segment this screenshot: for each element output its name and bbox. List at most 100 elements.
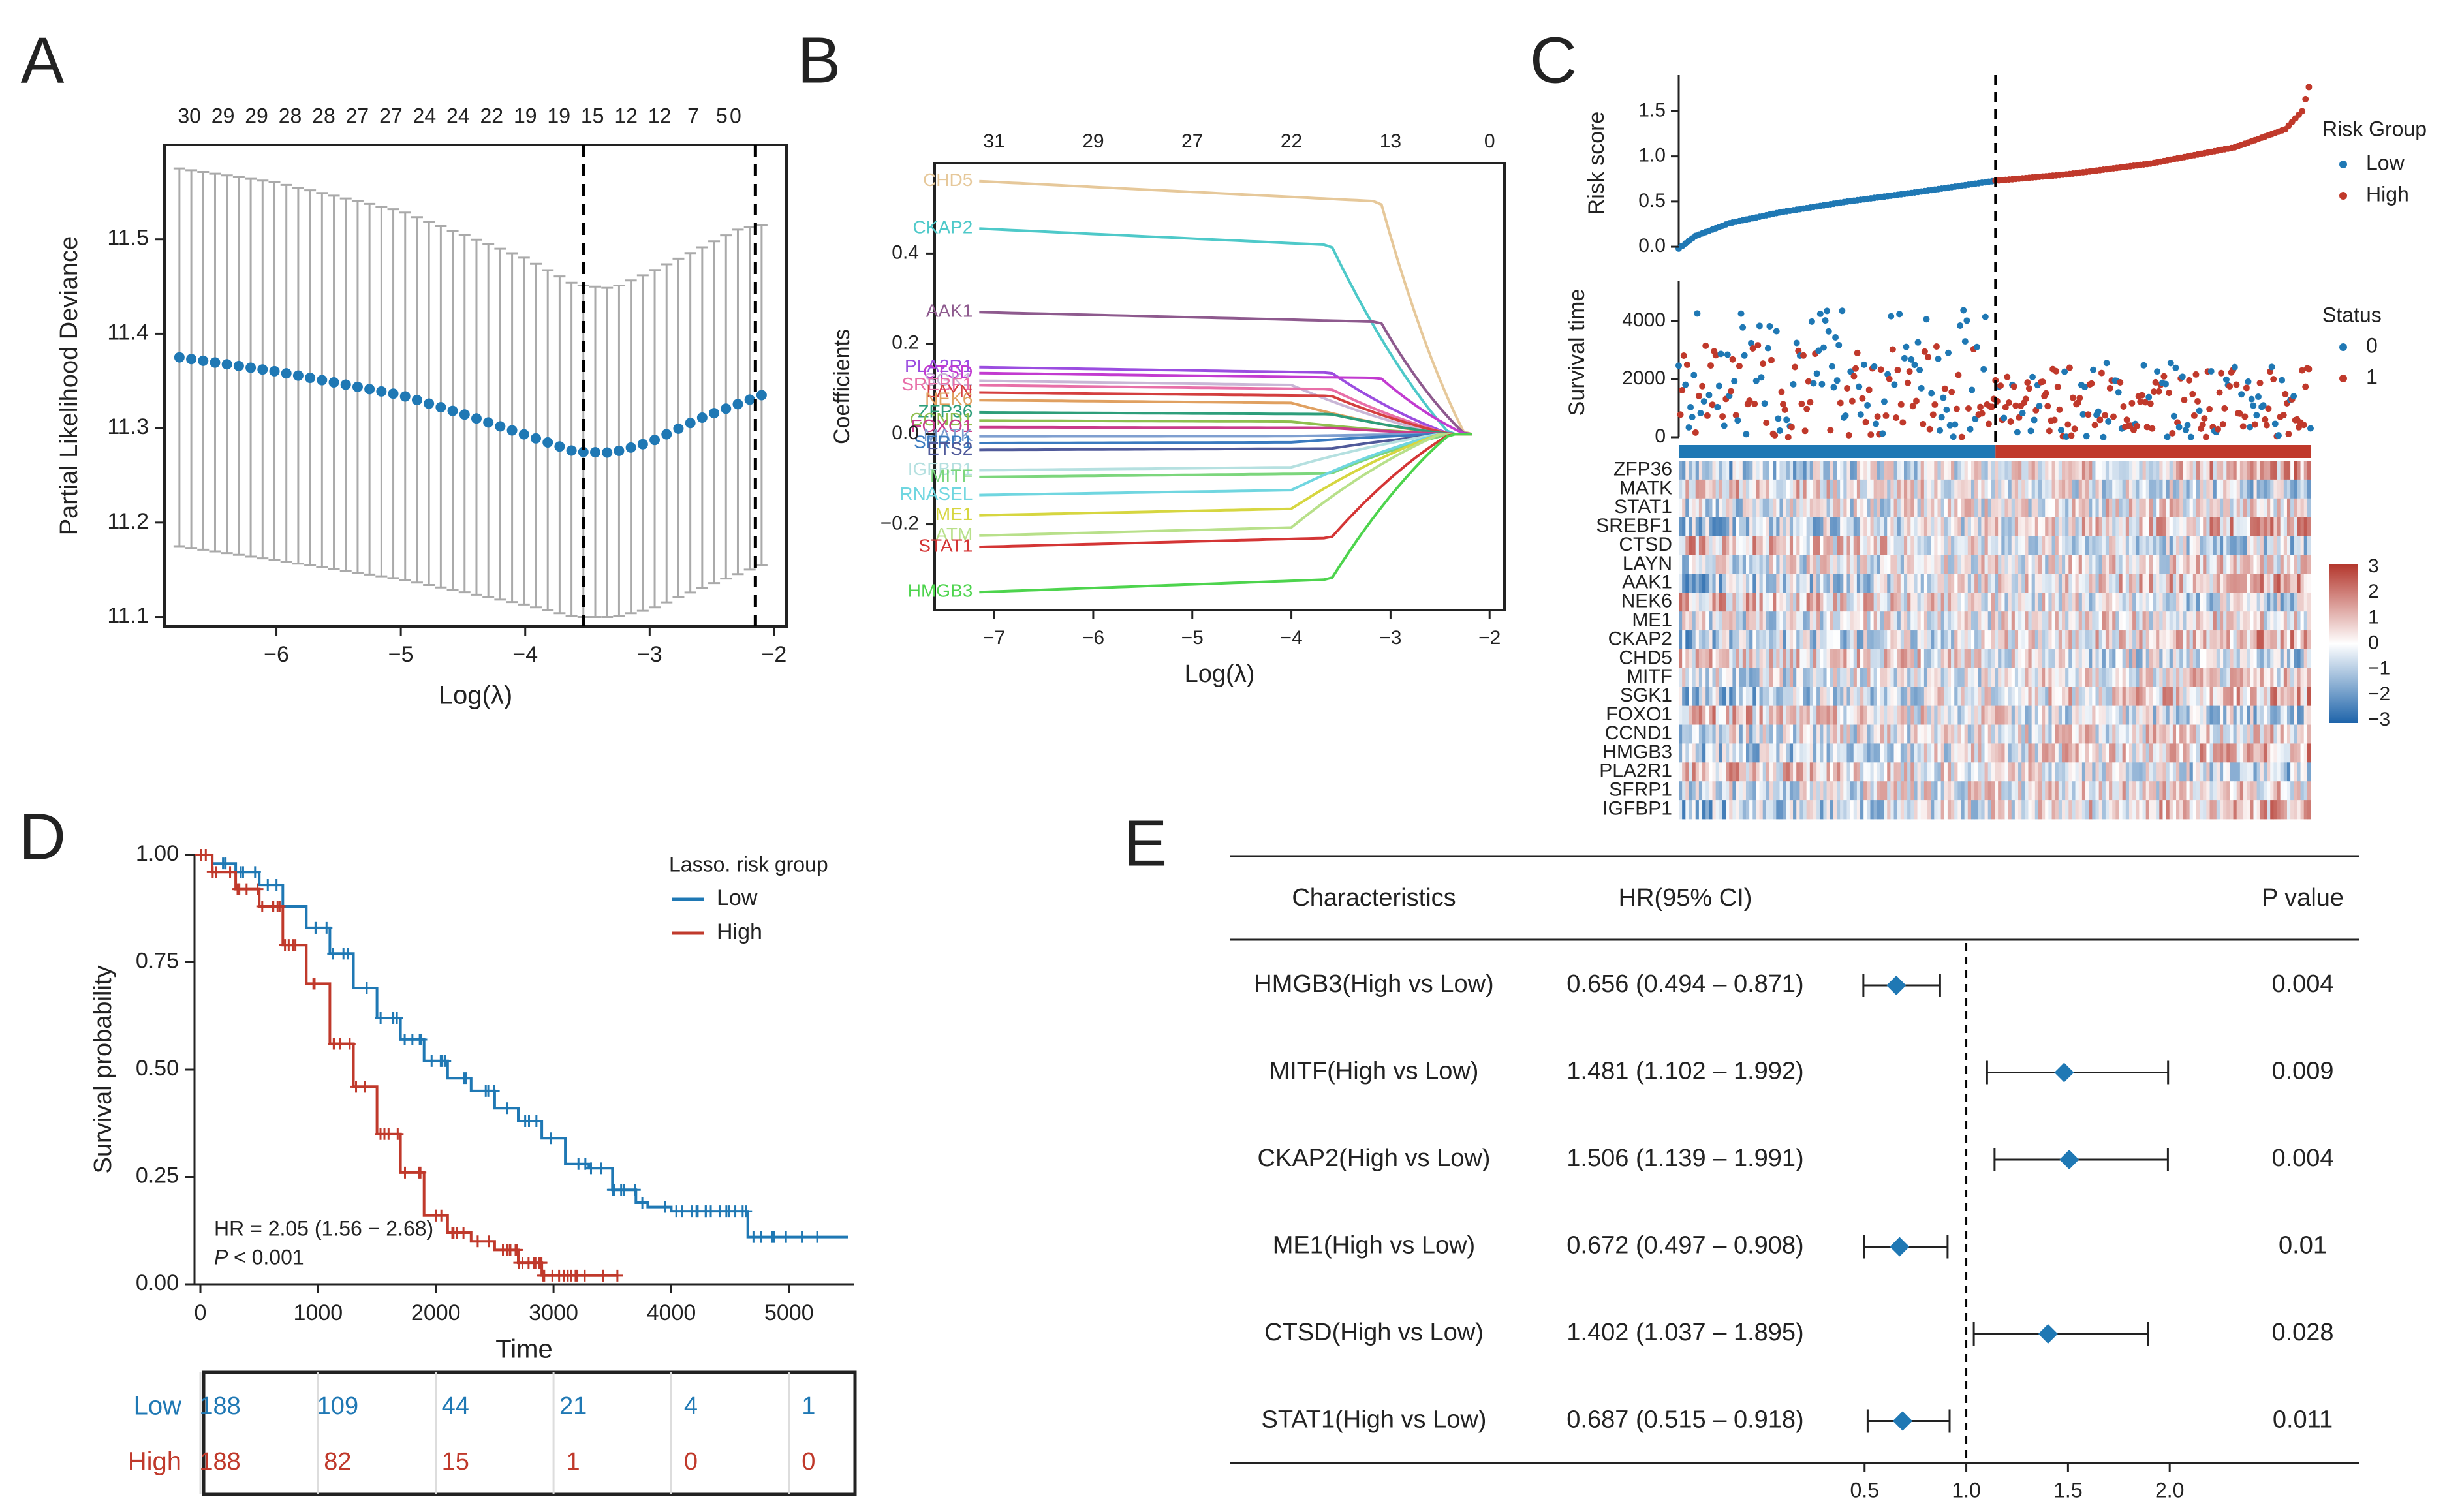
heatmap-cell bbox=[1900, 461, 1905, 480]
surv-point bbox=[2022, 395, 2029, 403]
coef-path-ckap2 bbox=[979, 227, 1472, 436]
heatmap-cell bbox=[2294, 781, 2298, 801]
heatmap-cell bbox=[2081, 479, 2086, 499]
heatmap-cell bbox=[2014, 743, 2019, 763]
heatmap-cell bbox=[1923, 687, 1928, 707]
heatmap-cell bbox=[2011, 668, 2016, 688]
heatmap-cell bbox=[2153, 574, 2157, 593]
top-tick-label: 27 bbox=[346, 104, 369, 127]
heatmap-cell bbox=[1803, 517, 1807, 536]
heatmap-cell bbox=[1769, 593, 1773, 612]
heatmap-cell bbox=[2078, 593, 2083, 612]
heatmap-cell bbox=[2098, 724, 2103, 744]
heatmap-cell bbox=[1964, 498, 1969, 518]
cv-point bbox=[424, 398, 435, 409]
heatmap-cell bbox=[2270, 498, 2274, 518]
surv-point bbox=[1862, 418, 1869, 425]
censor-mark bbox=[504, 1244, 516, 1256]
heatmap-cell bbox=[2253, 574, 2258, 593]
heatmap-cell bbox=[2196, 611, 2200, 631]
heatmap-cell bbox=[2256, 724, 2261, 744]
heatmap-cell bbox=[1967, 724, 1972, 744]
heatmap-cell bbox=[1846, 517, 1851, 536]
heatmap-cell bbox=[1853, 687, 1858, 707]
heatmap-cell bbox=[1991, 611, 1995, 631]
heatmap-cell bbox=[1709, 687, 1713, 707]
heatmap-cell bbox=[1709, 649, 1713, 669]
heatmap-cell bbox=[1679, 461, 1683, 480]
heatmap-cell bbox=[2213, 517, 2217, 536]
heatmap-cell bbox=[1893, 687, 1898, 707]
heatmap-cell bbox=[2156, 461, 2160, 480]
heatmap-cell bbox=[1914, 479, 1918, 499]
heatmap-cell bbox=[2078, 687, 2083, 707]
heatmap-cell bbox=[1978, 555, 1982, 574]
censor-mark bbox=[266, 900, 279, 912]
heatmap-cell bbox=[1726, 668, 1730, 688]
heatmap-cell bbox=[2189, 724, 2194, 744]
heatmap-cell bbox=[2233, 555, 2237, 574]
heatmap-cell bbox=[1709, 593, 1713, 612]
heatmap-cell bbox=[1843, 574, 1848, 593]
heatmap-cell bbox=[2048, 536, 2053, 555]
heatmap-cell bbox=[1799, 630, 1804, 650]
heatmap-cell bbox=[1756, 593, 1760, 612]
heatmap-cell bbox=[1856, 536, 1861, 555]
heatmap-cell bbox=[1749, 687, 1753, 707]
coef-path-layn bbox=[979, 391, 1472, 436]
heatmap-cell bbox=[2034, 574, 2039, 593]
heatmap-cell bbox=[1698, 762, 1703, 782]
heatmap-cell bbox=[1813, 781, 1817, 801]
heatmap-cell bbox=[1776, 517, 1781, 536]
heatmap-cell bbox=[2031, 687, 2036, 707]
heatmap-cell bbox=[1978, 517, 1982, 536]
heatmap-cell bbox=[1964, 574, 1969, 593]
heatmap-cell bbox=[2162, 461, 2167, 480]
heatmap-cell bbox=[2172, 479, 2177, 499]
coef-label-pla2r1: PLA2R1 bbox=[905, 356, 973, 376]
heatmap-cell bbox=[1823, 593, 1828, 612]
heatmap-cell bbox=[1863, 762, 1867, 782]
heatmap-cell bbox=[1806, 724, 1811, 744]
heatmap-cell bbox=[2219, 649, 2224, 669]
heatmap-cell bbox=[1762, 536, 1767, 555]
heatmap-cell bbox=[1947, 800, 1952, 820]
surv-point bbox=[2027, 427, 2034, 435]
heatmap-cell bbox=[2011, 630, 2016, 650]
heatmap-cell bbox=[1776, 781, 1781, 801]
heatmap-cell bbox=[2045, 687, 2049, 707]
cv-point bbox=[210, 357, 221, 368]
surv-point bbox=[2134, 422, 2141, 429]
heatmap-cell bbox=[1702, 574, 1706, 593]
heatmap-cell bbox=[2034, 649, 2039, 669]
heatmap-cell bbox=[1920, 611, 1925, 631]
heatmap-cell bbox=[1840, 724, 1844, 744]
heatmap-cell bbox=[2186, 593, 2190, 612]
heatmap-cell bbox=[2172, 687, 2177, 707]
heatmap-cell bbox=[1698, 517, 1703, 536]
heatmap-cell bbox=[2297, 649, 2301, 669]
heatmap-cell bbox=[2153, 668, 2157, 688]
heatmap-cell bbox=[1692, 705, 1696, 725]
heatmap-cell bbox=[2145, 800, 2150, 820]
heatmap-cell bbox=[2233, 762, 2237, 782]
heatmap-cell bbox=[1786, 762, 1790, 782]
cv-point bbox=[269, 365, 280, 377]
heatmap-cell bbox=[2065, 762, 2069, 782]
heatmap-cell bbox=[2142, 611, 2147, 631]
heatmap-cell bbox=[1820, 461, 1824, 480]
heatmap-cell bbox=[2136, 705, 2140, 725]
heatmap-cell bbox=[1920, 800, 1925, 820]
heatmap-cell bbox=[1880, 498, 1884, 518]
heatmap-cell bbox=[2303, 743, 2308, 763]
heatmap-cell bbox=[2008, 687, 2012, 707]
heatmap-cell bbox=[2267, 517, 2271, 536]
heatmap-cell bbox=[2206, 611, 2211, 631]
heatmap-cell bbox=[2239, 781, 2244, 801]
heatmap-cell bbox=[1843, 611, 1848, 631]
heatmap-cell bbox=[2283, 593, 2288, 612]
heatmap-cell bbox=[1931, 574, 1935, 593]
heatmap-gene-label: CCND1 bbox=[1605, 722, 1672, 744]
heatmap-cell bbox=[1769, 461, 1773, 480]
heatmap-cell bbox=[2250, 479, 2254, 499]
